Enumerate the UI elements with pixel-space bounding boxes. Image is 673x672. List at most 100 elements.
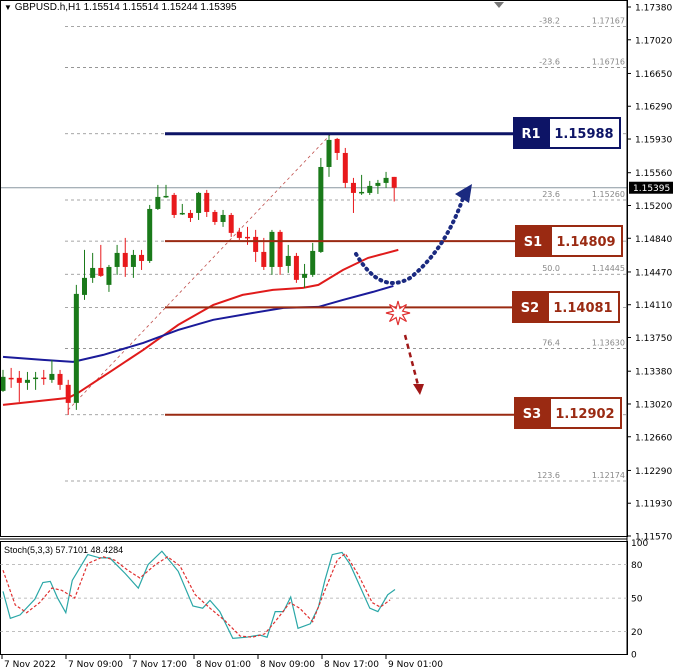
bullish-candle xyxy=(383,171,389,188)
bullish-candle xyxy=(220,209,226,227)
candle-body xyxy=(187,212,193,218)
fib-level-price: 1.14445 xyxy=(592,264,625,273)
price-tick-label: 1.17380 xyxy=(635,4,672,14)
level-badge-r1: R1 1.15988 xyxy=(513,117,621,149)
candle-body xyxy=(261,251,267,267)
bearish-candle xyxy=(334,137,340,160)
candle-body xyxy=(269,231,275,267)
price-tick-label: 1.12290 xyxy=(635,467,672,477)
annotations: R1 1.15988 S1 1.14809 S2 1.14081 S3 1.12902 xyxy=(165,117,623,429)
candle-body xyxy=(73,293,79,403)
bullish-candle xyxy=(114,244,120,275)
bullish-candle xyxy=(82,249,87,300)
stoch-label: Stoch(5,3,3) 57.7101 48.4284 xyxy=(4,545,124,555)
candle-body xyxy=(318,166,324,252)
fib-level-price: 1.17167 xyxy=(592,16,625,25)
stoch-tick-label: 0 xyxy=(631,651,637,661)
level-tag-box xyxy=(514,397,550,429)
breakout-burst-icon xyxy=(385,300,411,326)
time-tick-label: 8 Nov 09:00 xyxy=(260,660,315,670)
bullish-candle xyxy=(106,264,112,292)
fib-level-percent: -38.2 xyxy=(539,16,560,25)
indicator-lines xyxy=(2,248,399,406)
level-tag-box xyxy=(513,117,549,149)
candle-body xyxy=(147,208,153,261)
level-badge-s3: S3 1.12902 xyxy=(514,397,622,429)
candle-body xyxy=(212,211,218,222)
candle-body xyxy=(155,196,161,209)
candle-body xyxy=(367,185,373,193)
candle-body xyxy=(236,231,242,238)
price-tick-label: 1.13750 xyxy=(635,334,672,344)
bearish-candle xyxy=(187,209,193,222)
current-price-badge xyxy=(629,181,673,194)
fib-level-price: 1.13630 xyxy=(592,338,625,347)
price-tick-label: 1.13020 xyxy=(635,400,672,410)
level-badge-s1: S1 1.14809 xyxy=(515,225,623,257)
bullish-candle xyxy=(196,191,202,220)
fast-moving-average-line xyxy=(2,248,399,406)
candle-body xyxy=(49,373,55,380)
candle-body xyxy=(293,255,299,280)
candle-body xyxy=(163,195,169,198)
bearish-projection-arrow xyxy=(403,334,420,386)
bearish-candle xyxy=(391,176,397,202)
arrowhead-down-icon xyxy=(413,384,424,395)
level-price-box xyxy=(549,397,622,429)
bearish-candle xyxy=(236,227,242,240)
bearish-candle xyxy=(261,237,267,270)
level-tag: S2 xyxy=(521,301,539,316)
fib-level-percent: 50.0 xyxy=(542,264,560,273)
price-tick-label: 1.15930 xyxy=(635,136,672,146)
level-price-box xyxy=(550,225,623,257)
bullish-candle xyxy=(163,184,169,198)
bullish-candle xyxy=(130,249,136,278)
time-tick-label: 8 Nov 01:00 xyxy=(196,660,251,670)
bullish-candle xyxy=(73,284,79,410)
time-axis: 7 Nov 2022 7 Nov 09:00 7 Nov 17:00 8 Nov 01… xyxy=(1,655,443,670)
fib-level-price: 1.15260 xyxy=(592,190,625,199)
candle-body xyxy=(179,212,185,215)
candle-body xyxy=(245,236,250,239)
level-price-box xyxy=(547,291,620,323)
price-tick-label: 1.12660 xyxy=(635,433,672,443)
level-price-box xyxy=(548,117,621,149)
bearish-candle xyxy=(65,379,71,415)
bearish-candle xyxy=(57,369,63,390)
bullish-candle xyxy=(326,134,332,177)
stoch-d-line xyxy=(2,552,391,638)
level-badge-s2: S2 1.14081 xyxy=(512,291,620,323)
bearish-candle xyxy=(8,367,14,388)
bearish-candle xyxy=(342,147,348,188)
bearish-candle xyxy=(171,192,177,218)
candle-body xyxy=(220,214,226,222)
candle-body xyxy=(139,254,145,261)
collapse-triangle-icon[interactable]: ▼ xyxy=(4,3,12,12)
candle-body xyxy=(285,255,291,266)
time-tick-label: 7 Nov 17:00 xyxy=(132,660,187,670)
fib-level-percent: 123.6 xyxy=(537,471,560,480)
bullish-candle xyxy=(285,244,291,273)
candle-body xyxy=(65,384,71,403)
candle-body xyxy=(359,191,365,194)
candle-body xyxy=(375,182,381,186)
bullish-candle xyxy=(179,203,185,215)
bearish-candle xyxy=(139,249,145,270)
candle-body xyxy=(171,194,177,215)
bullish-candle xyxy=(147,204,153,263)
slow-moving-average-line xyxy=(2,284,394,363)
candle-body xyxy=(57,373,63,385)
bullish-projection-arrow xyxy=(354,196,465,285)
price-tick-label: 1.16650 xyxy=(635,70,672,80)
level-tag: R1 xyxy=(521,127,540,142)
bearish-candle xyxy=(350,177,356,213)
price-tick-label: 1.11930 xyxy=(635,500,672,510)
stoch-tick-label: 100 xyxy=(631,539,648,549)
candle-body xyxy=(342,152,348,183)
candle-body xyxy=(114,252,120,267)
stochastic-panel: 100 80 50 20 0 xyxy=(0,539,648,661)
candle-body xyxy=(350,182,356,193)
chart-header: ▼ GBPUSD.h,H1 1.15514 1.15514 1.15244 1.… xyxy=(4,2,237,13)
